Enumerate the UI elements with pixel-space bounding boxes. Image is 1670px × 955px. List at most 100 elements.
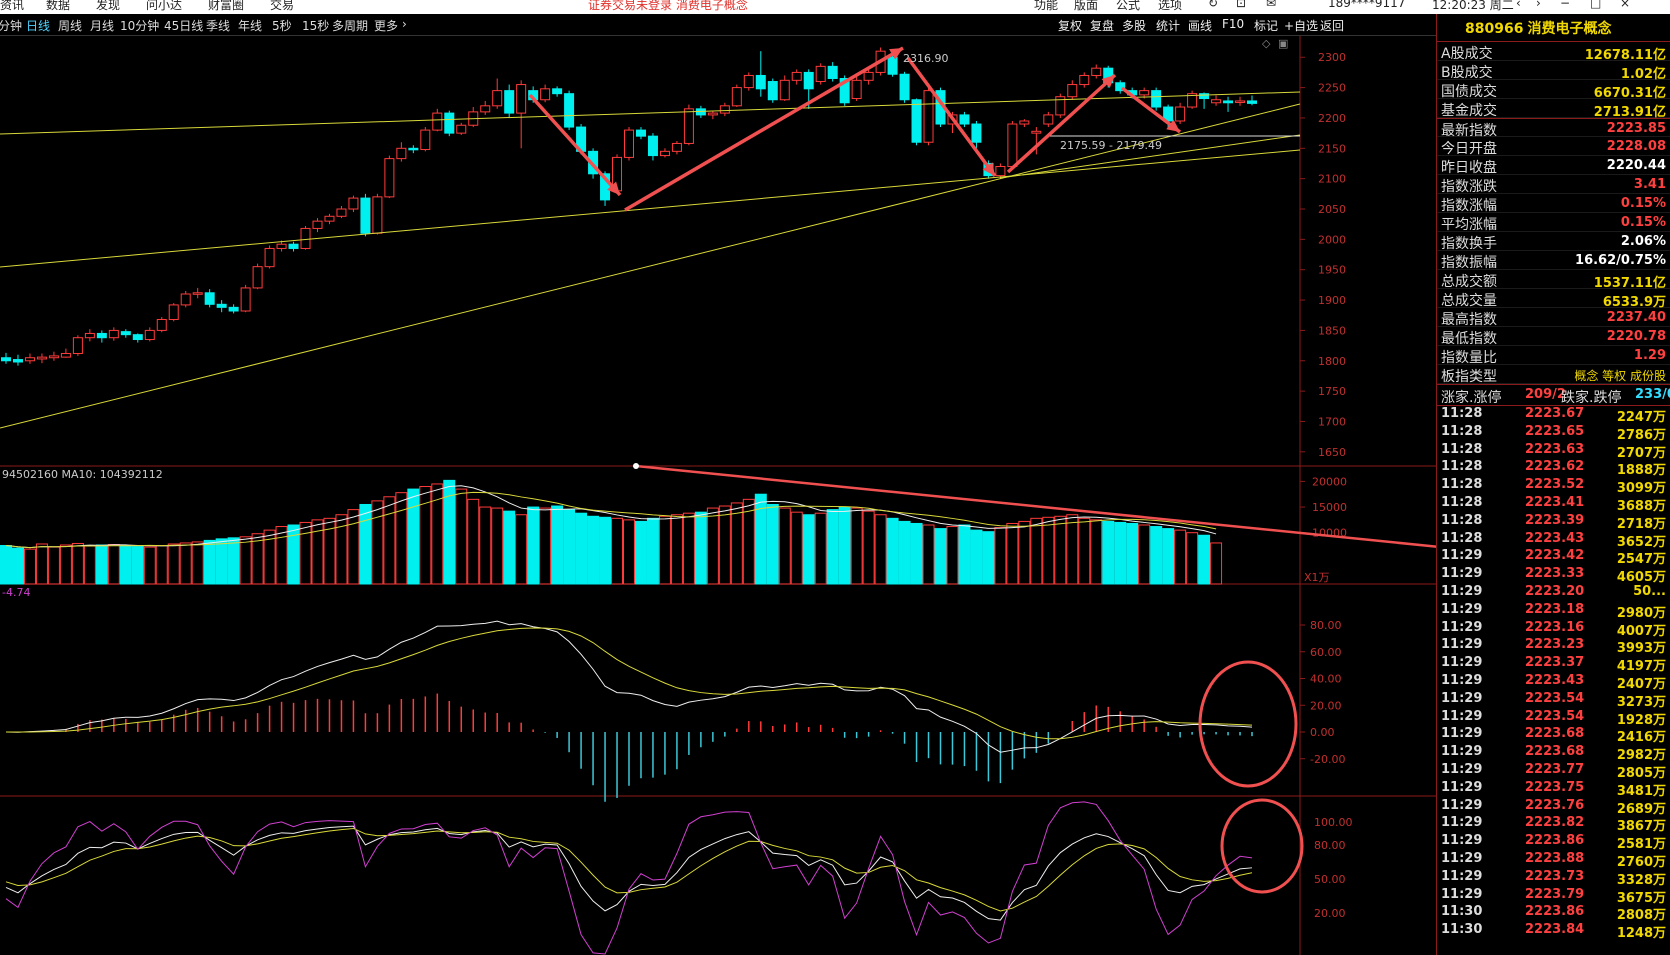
candle bbox=[324, 215, 335, 222]
period-quarter[interactable]: 季线 bbox=[206, 19, 231, 33]
btn-back[interactable]: 返回 bbox=[1320, 19, 1345, 33]
top-menu-bar: 资讯 数据 发现 问小达 财富圈 交易 证券交易未登录 消费电子概念 功能 版面… bbox=[0, 0, 1670, 14]
down-label: 跌家.跌停 bbox=[1561, 390, 1622, 406]
btn-replay[interactable]: 复盘 bbox=[1090, 19, 1115, 33]
menu-trade[interactable]: 交易 bbox=[270, 0, 295, 12]
account-id[interactable]: 189****9117 bbox=[1328, 0, 1406, 10]
period-multi[interactable]: 多周期 bbox=[332, 19, 369, 33]
candle bbox=[815, 65, 826, 83]
tick-price: 2223.63 bbox=[1525, 441, 1585, 457]
message-icon[interactable]: ✉ bbox=[1266, 0, 1277, 10]
tick-volume: 2407万 bbox=[1616, 676, 1666, 692]
candle bbox=[719, 105, 730, 114]
login-notice[interactable]: 证券交易未登录 消费电子概念 bbox=[588, 0, 748, 12]
board-type-tags[interactable]: 概念 等权 成份股 bbox=[1574, 369, 1666, 383]
volume-bar bbox=[646, 517, 659, 585]
menu-news[interactable]: 资讯 bbox=[0, 0, 25, 12]
index-name: 消费电子概念 bbox=[1527, 21, 1612, 37]
menu-layout[interactable]: 版面 bbox=[1074, 0, 1099, 12]
candle bbox=[420, 129, 431, 151]
period-45day[interactable]: 45日线 bbox=[164, 19, 204, 33]
candle bbox=[791, 71, 802, 81]
period-minute[interactable]: 分钟 bbox=[0, 19, 23, 33]
y-tick-label: 2050 bbox=[1318, 203, 1346, 216]
volume-bar bbox=[203, 539, 216, 585]
period-more[interactable]: 更多 bbox=[374, 19, 399, 33]
quote-label: 总成交量 bbox=[1441, 293, 1497, 309]
tick-row: 11:28 2223.52 3099万 bbox=[1437, 477, 1670, 496]
volume-bar bbox=[131, 546, 144, 585]
tick-time: 11:28 bbox=[1441, 406, 1483, 421]
settings-box-icon[interactable]: ▣ bbox=[1278, 37, 1288, 50]
menu-ask[interactable]: 问小达 bbox=[146, 0, 183, 12]
candle bbox=[540, 88, 551, 101]
quote-label: 最高指数 bbox=[1441, 312, 1497, 328]
menu-function[interactable]: 功能 bbox=[1034, 0, 1059, 12]
candle bbox=[863, 71, 874, 81]
chevron-right-icon[interactable]: › bbox=[402, 17, 407, 31]
tick-time: 11:29 bbox=[1441, 761, 1483, 777]
close-icon[interactable]: × bbox=[1620, 0, 1631, 10]
btn-watchlist[interactable]: +自选 bbox=[1284, 19, 1319, 33]
tick-volume: 1888万 bbox=[1616, 463, 1666, 479]
tick-volume: 2786万 bbox=[1616, 427, 1666, 443]
btn-mark[interactable]: 标记 bbox=[1254, 19, 1279, 33]
arrow-shaft bbox=[635, 464, 1436, 548]
volume-bar bbox=[682, 512, 695, 585]
tick-price: 2223.77 bbox=[1525, 761, 1585, 777]
volume-bar bbox=[1054, 515, 1067, 585]
menu-formula[interactable]: 公式 bbox=[1116, 0, 1141, 12]
tick-price: 2223.52 bbox=[1525, 477, 1585, 493]
period-daily[interactable]: 日线 bbox=[26, 19, 51, 33]
btn-adjust[interactable]: 复权 bbox=[1058, 19, 1083, 33]
quote-value: 0.15% bbox=[1620, 215, 1666, 230]
btn-draw[interactable]: 画线 bbox=[1188, 19, 1213, 33]
candle bbox=[851, 79, 862, 100]
quote-row: 最高指数 2237.40 bbox=[1437, 308, 1670, 328]
menu-data[interactable]: 数据 bbox=[46, 0, 71, 12]
tick-time: 11:29 bbox=[1441, 868, 1483, 884]
volume-bar bbox=[850, 507, 863, 585]
btn-multi-stock[interactable]: 多股 bbox=[1122, 19, 1147, 33]
maximize-icon[interactable]: □ bbox=[1590, 0, 1602, 10]
lock-icon[interactable]: ⊡ bbox=[1236, 0, 1247, 10]
refresh-icon[interactable]: ↻ bbox=[1208, 0, 1219, 10]
kline-chart[interactable]: 1650 1700 1750 1800 1850 1900 1950 2000 2050 2100… bbox=[0, 36, 1436, 955]
period-monthly[interactable]: 月线 bbox=[90, 19, 115, 33]
tick-list[interactable]: 11:28 2223.67 2247万 11:28 2223.65 2786万 11:28 2… bbox=[1437, 406, 1670, 941]
period-10min[interactable]: 10分钟 bbox=[120, 19, 160, 33]
tick-row: 11:28 2223.43 3652万 bbox=[1437, 531, 1670, 550]
period-weekly[interactable]: 周线 bbox=[58, 19, 83, 33]
volume-bar bbox=[215, 538, 228, 585]
kdj-line bbox=[5, 825, 1253, 921]
tick-price: 2223.18 bbox=[1525, 601, 1585, 617]
menu-wealth[interactable]: 财富圈 bbox=[208, 0, 245, 12]
up-value: 209/2 bbox=[1525, 387, 1566, 402]
candle bbox=[1079, 74, 1090, 86]
forward-arrow-icon[interactable]: › bbox=[1536, 0, 1541, 10]
period-5s[interactable]: 5秒 bbox=[272, 19, 292, 33]
btn-stats[interactable]: 统计 bbox=[1156, 19, 1181, 33]
quote-row: B股成交 1.02亿 bbox=[1437, 61, 1670, 82]
annotation-layer[interactable] bbox=[0, 46, 1436, 894]
candle bbox=[1067, 84, 1078, 98]
y-tick-label: 2200 bbox=[1318, 112, 1346, 125]
menu-options[interactable]: 选项 bbox=[1158, 0, 1183, 12]
tick-volume: 2247万 bbox=[1616, 410, 1666, 425]
candle bbox=[480, 105, 491, 113]
y-tick-label: 2250 bbox=[1318, 82, 1346, 95]
candle bbox=[192, 292, 203, 295]
volume-bar bbox=[503, 510, 516, 585]
minimize-icon[interactable]: − bbox=[1560, 0, 1571, 10]
y-tick-label: 1900 bbox=[1318, 294, 1346, 307]
volume-bar bbox=[1126, 522, 1139, 585]
quote-row: 总成交额 1537.11亿 bbox=[1437, 270, 1670, 291]
period-year[interactable]: 年线 bbox=[238, 19, 263, 33]
index-title[interactable]: 880966 消费电子概念 bbox=[1437, 14, 1670, 42]
diamond-icon[interactable]: ◇ bbox=[1262, 37, 1271, 50]
btn-f10[interactable]: F10 bbox=[1222, 17, 1245, 31]
menu-discover[interactable]: 发现 bbox=[96, 0, 121, 12]
period-15s[interactable]: 15秒 bbox=[302, 19, 330, 33]
tick-price: 2223.37 bbox=[1525, 655, 1585, 671]
back-arrow-icon[interactable]: ‹ bbox=[1516, 0, 1521, 10]
